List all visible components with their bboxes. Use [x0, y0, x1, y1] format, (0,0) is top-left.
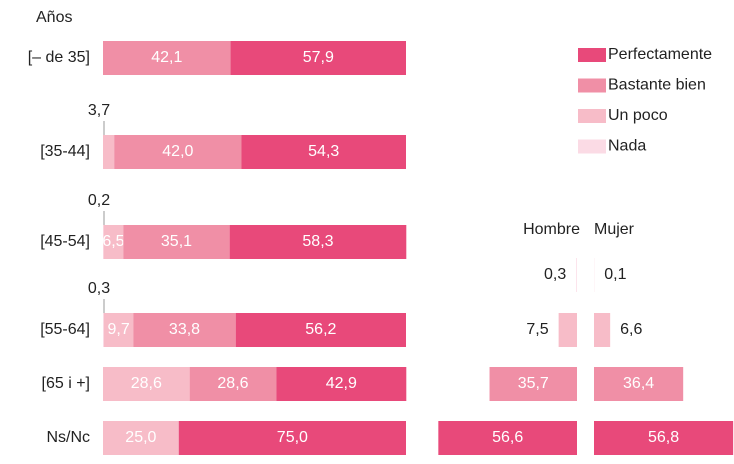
series-header: Mujer [594, 221, 635, 238]
legend-swatch [578, 48, 606, 62]
value-label: 0,3 [88, 280, 110, 297]
value-label: 58,3 [302, 233, 333, 250]
bar [576, 258, 577, 292]
value-label: 9,7 [107, 321, 129, 338]
bar [559, 313, 577, 347]
value-label: 56,6 [492, 429, 523, 446]
value-label: 3,7 [88, 102, 110, 119]
value-label: 57,9 [303, 49, 334, 66]
value-label: 35,1 [161, 233, 192, 250]
value-label: 42,1 [151, 49, 182, 66]
legend-label: Perfectamente [608, 46, 712, 63]
bar [594, 313, 610, 347]
category-label: [– de 35] [28, 49, 90, 66]
value-label: 0,2 [88, 192, 110, 209]
legend-swatch [578, 140, 606, 154]
chart-title: Años [36, 9, 72, 26]
value-label: 6,6 [620, 321, 642, 338]
value-label: 0,1 [604, 266, 626, 283]
bar-segment [103, 313, 104, 347]
value-label: 7,5 [526, 321, 548, 338]
category-label: [45-54] [40, 233, 90, 250]
legend-label: Bastante bien [608, 77, 706, 94]
value-label: 6,5 [102, 233, 124, 250]
value-label: 75,0 [277, 429, 308, 446]
legend-label: Un poco [608, 107, 668, 124]
series-header: Hombre [523, 221, 580, 238]
value-label: 36,4 [623, 375, 654, 392]
value-label: 56,2 [305, 321, 336, 338]
legend-label: Nada [608, 138, 646, 155]
category-label: [35-44] [40, 143, 90, 160]
value-label: 33,8 [169, 321, 200, 338]
value-label: 25,0 [125, 429, 156, 446]
category-label: [65 i +] [42, 375, 90, 392]
value-label: 42,0 [162, 143, 193, 160]
legend-swatch [578, 79, 606, 93]
value-label: 28,6 [131, 375, 162, 392]
value-label: 42,9 [326, 375, 357, 392]
category-label: Ns/Nc [46, 429, 90, 446]
value-label: 56,8 [648, 429, 679, 446]
legend-swatch [578, 109, 606, 123]
value-label: 28,6 [217, 375, 248, 392]
value-label: 35,7 [518, 375, 549, 392]
category-label: [55-64] [40, 321, 90, 338]
bar-segment [103, 135, 114, 169]
value-label: 0,3 [544, 266, 566, 283]
value-label: 54,3 [308, 143, 339, 160]
